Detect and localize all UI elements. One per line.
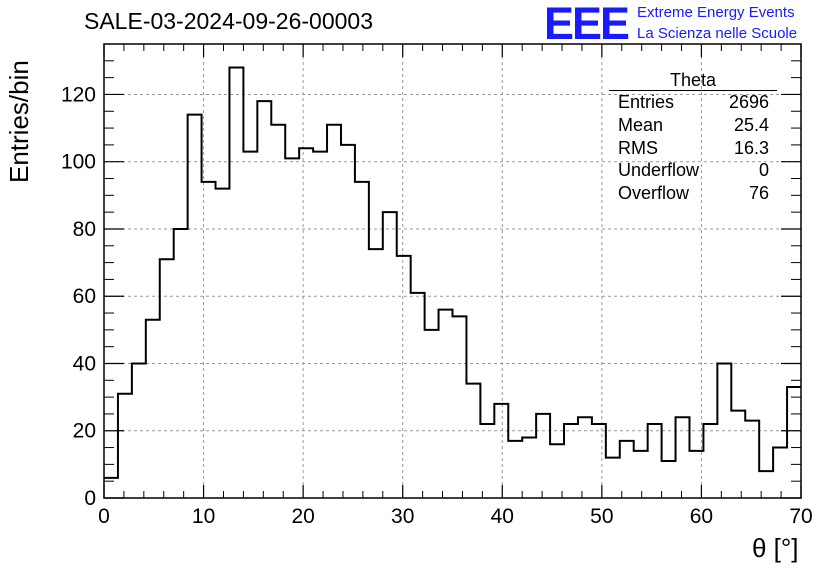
x-tick-label: 70: [789, 505, 812, 528]
stats-label: Overflow: [618, 183, 690, 204]
stats-label: Mean: [618, 114, 664, 135]
stats-row: RMS 16.3: [609, 137, 777, 160]
stats-row: Entries 2696: [609, 91, 777, 114]
stats-row: Mean 25.4: [609, 114, 777, 137]
grid: [104, 44, 801, 498]
y-tick-label: 80: [73, 218, 96, 241]
eee-logo-line2: La Scienza nelle Scuole: [637, 25, 798, 42]
stats-value: 25.4: [733, 114, 769, 135]
x-tick-label: 30: [391, 505, 414, 528]
y-tick-label: 60: [73, 285, 96, 308]
stats-value: 2696: [728, 92, 769, 112]
axis-ticks: [103, 44, 802, 499]
stats-label: RMS: [618, 137, 658, 158]
stats-label: Entries: [618, 92, 675, 112]
stats-value: 76: [748, 183, 769, 204]
x-tick-label: 50: [590, 505, 613, 528]
x-axis-label: θ [°]: [752, 533, 799, 563]
stats-value: 0: [758, 160, 769, 181]
eee-logo-line1: Extreme Energy Events: [637, 4, 795, 21]
x-tick-label: 20: [291, 505, 314, 528]
x-tick-label: 10: [192, 505, 215, 528]
stats-value: 16.3: [733, 137, 769, 158]
stats-title: Theta: [609, 70, 777, 91]
y-tick-label: 100: [61, 151, 96, 174]
stats-label: Underflow: [618, 160, 700, 181]
plot-frame: [103, 43, 802, 499]
tick-labels: 0 10 20 30 40 50 60 70 0 20 40 60 80 100 120: [61, 83, 813, 528]
x-tick-label: 60: [690, 505, 713, 528]
y-tick-label: 120: [61, 83, 96, 106]
stats-row: Underflow 0: [609, 159, 777, 182]
plot-title: SALE-03-2024-09-26-00003: [84, 8, 373, 34]
histogram-outline: [104, 66, 801, 479]
y-tick-label: 20: [73, 420, 96, 443]
x-tick-label: 0: [98, 505, 110, 528]
y-tick-label: 0: [84, 487, 96, 510]
y-tick-label: 40: [73, 352, 96, 375]
x-tick-label: 40: [491, 505, 514, 528]
eee-logo-mark: EEE: [544, 0, 630, 49]
stats-row: Overflow 76: [609, 182, 777, 205]
stats-box: Theta Entries 2696 Mean 25.4 RMS 16.3 Underflo…: [609, 70, 777, 205]
